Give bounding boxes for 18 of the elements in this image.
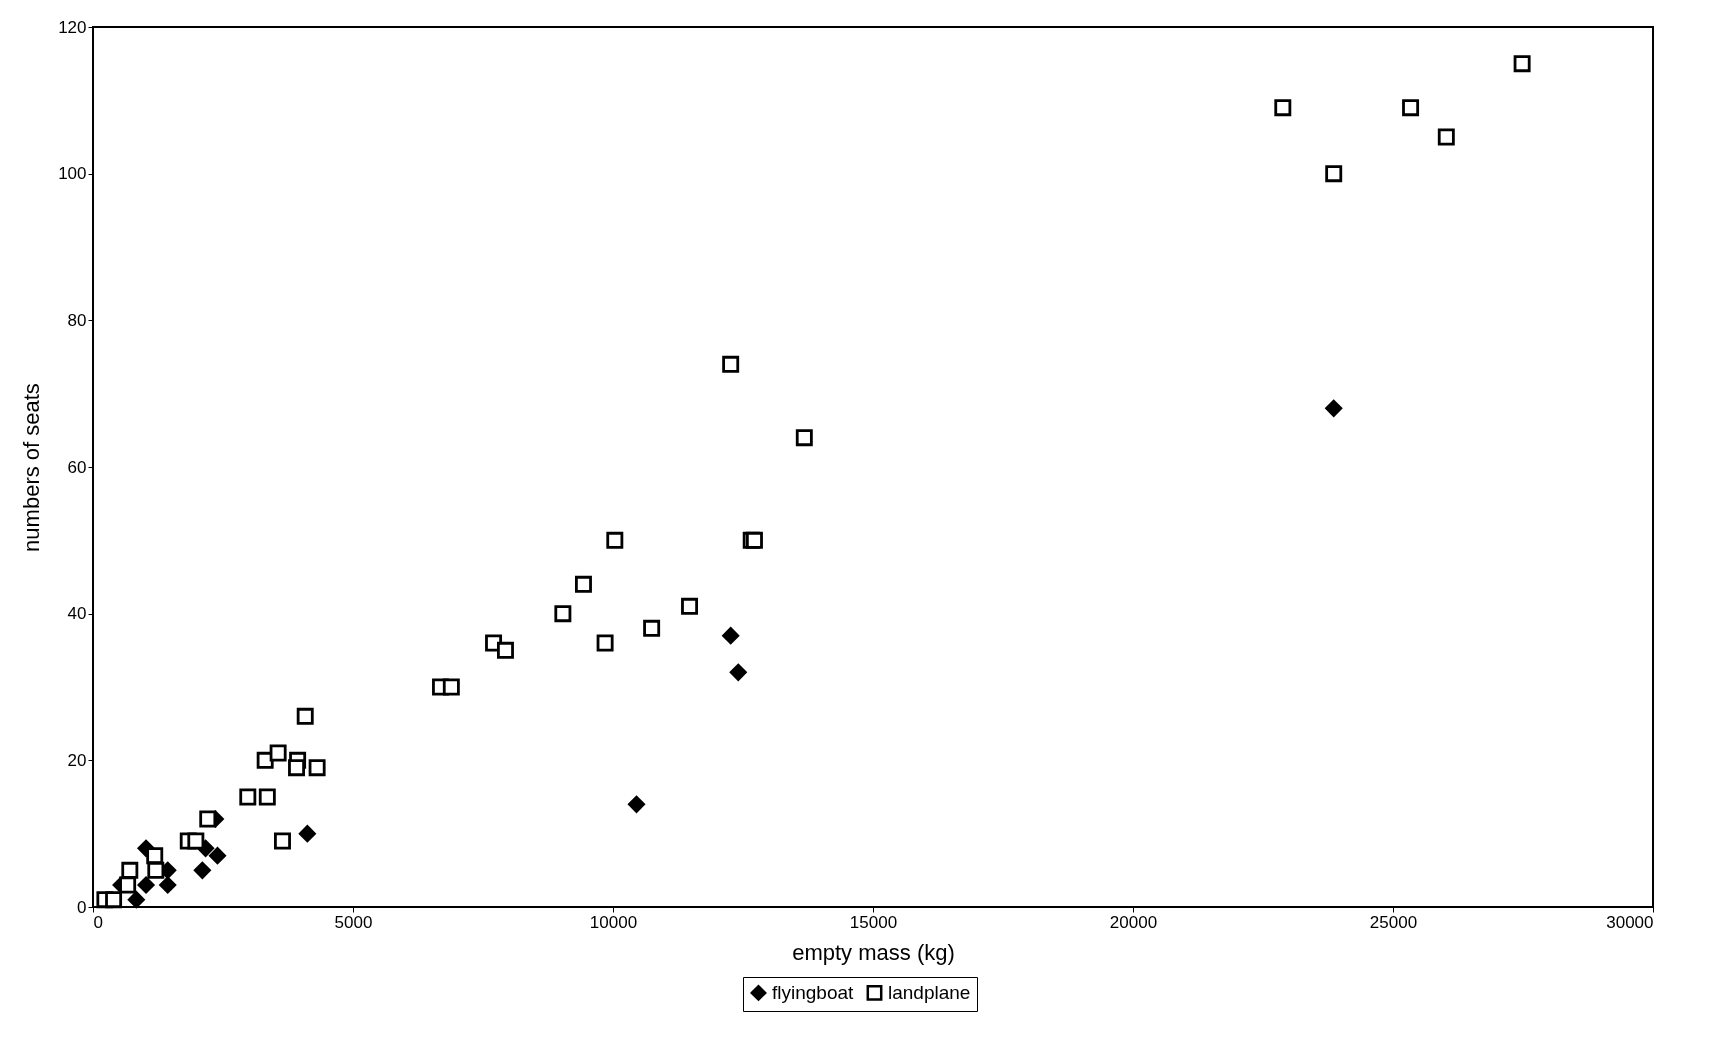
x-tick-label: 0: [93, 912, 103, 932]
x-tick-label: 10000: [589, 912, 638, 932]
x-tick-label: 25000: [1369, 912, 1418, 932]
x-tick-label: 20000: [1109, 912, 1158, 932]
y-tick-label: 0: [77, 897, 87, 917]
x-axis-title: empty mass (kg): [792, 939, 955, 965]
y-tick-label: 80: [67, 310, 87, 330]
y-tick-label: 40: [67, 604, 87, 624]
y-axis-title: numbers of seats: [19, 383, 45, 552]
y-tick-label: 20: [67, 750, 87, 770]
x-tick-label: 15000: [849, 912, 898, 932]
y-tick-label: 100: [58, 164, 87, 184]
y-tick-label: 60: [67, 457, 87, 477]
legend-label: landplane: [888, 981, 971, 1003]
y-tick-label: 120: [58, 17, 87, 37]
x-tick-label: 5000: [334, 912, 373, 932]
x-tick-label: 30000: [1606, 912, 1654, 932]
legend-label: flyingboat: [772, 981, 855, 1003]
